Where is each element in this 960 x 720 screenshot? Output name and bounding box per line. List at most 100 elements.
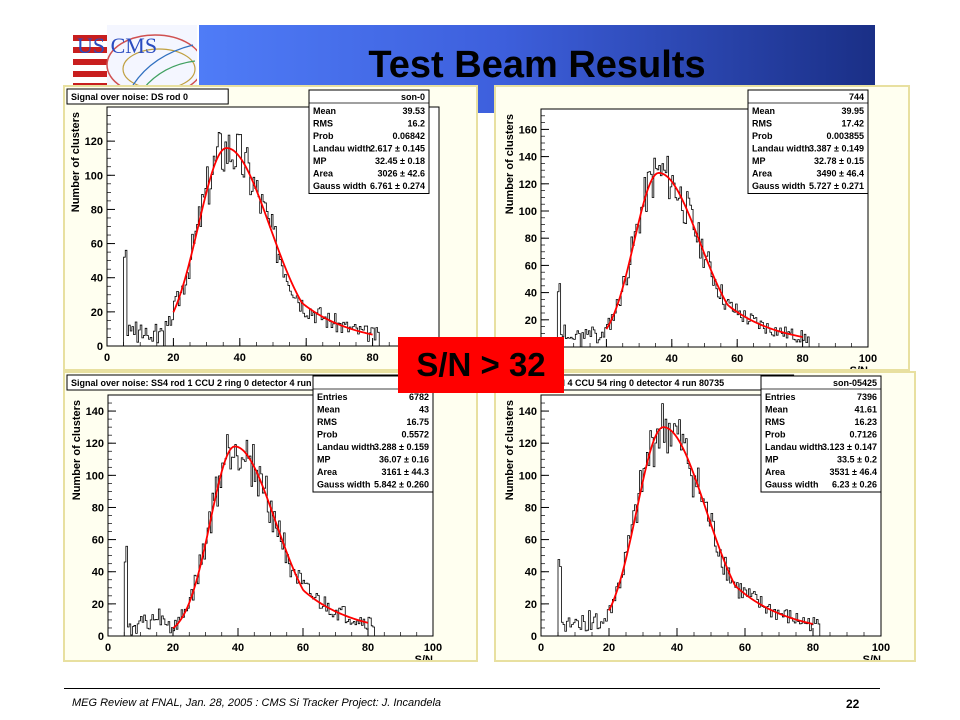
y-tick-label: 60 bbox=[92, 535, 104, 547]
footer-divider bbox=[64, 688, 880, 689]
x-tick-label: 40 bbox=[232, 642, 244, 654]
y-tick-label: 100 bbox=[519, 470, 537, 482]
histogram-line bbox=[556, 155, 810, 348]
stats-key: Mean bbox=[313, 106, 336, 116]
stats-value: 3.387 ± 0.149 bbox=[809, 144, 864, 154]
stats-key: Landau width bbox=[313, 144, 371, 154]
y-tick-label: 160 bbox=[519, 124, 537, 136]
x-tick-label: 60 bbox=[300, 352, 312, 364]
stats-key: Prob bbox=[313, 131, 334, 141]
x-tick-label: 100 bbox=[859, 353, 877, 365]
x-tick-label: 20 bbox=[167, 352, 179, 364]
y-tick-label: 100 bbox=[519, 206, 537, 218]
stats-key: Gauss width bbox=[765, 480, 819, 490]
x-tick-label: 60 bbox=[297, 642, 309, 654]
stats-value: 5.727 ± 0.271 bbox=[809, 181, 864, 191]
stats-value: 3026 ± 42.6 bbox=[378, 169, 425, 179]
stats-value: 6.23 ± 0.26 bbox=[832, 480, 877, 490]
histogram-panel-bottom-left: 0 20 40 60 80 100 120 140 0 20 40 60 80 100 S/N Number … bbox=[63, 371, 478, 662]
histogram-title: Signal over noise: SS4 rod 1 CCU 2 ring … bbox=[71, 378, 339, 388]
x-tick-label: 20 bbox=[603, 642, 615, 654]
stats-value: 6.761 ± 0.274 bbox=[370, 181, 425, 191]
x-tick-label: 0 bbox=[104, 352, 110, 364]
y-tick-label: 60 bbox=[525, 260, 537, 272]
stats-value: 6782 bbox=[409, 392, 429, 402]
uscms-logo-graphic: US CMS bbox=[73, 25, 204, 96]
fit-curve bbox=[608, 426, 814, 625]
histogram-chart-top-right: 020406080100120140160020406080100S/NNumb… bbox=[504, 89, 877, 369]
x-tick-label: 40 bbox=[234, 352, 246, 364]
x-tick-label: 60 bbox=[731, 353, 743, 365]
stats-key: Prob bbox=[317, 430, 338, 440]
stats-key: Mean bbox=[765, 405, 788, 415]
x-tick-label: 20 bbox=[600, 353, 612, 365]
y-tick-label: 140 bbox=[519, 152, 537, 164]
y-tick-label: 120 bbox=[519, 438, 537, 450]
y-tick-label: 100 bbox=[85, 170, 103, 182]
y-tick-label: 40 bbox=[525, 567, 537, 579]
stats-key: MP bbox=[317, 455, 331, 465]
stats-id-label: son-0 bbox=[401, 92, 425, 102]
y-tick-label: 0 bbox=[98, 631, 104, 643]
stats-value: 3531 ± 46.4 bbox=[830, 467, 877, 477]
stats-key: Prob bbox=[752, 131, 773, 141]
stats-box bbox=[308, 89, 430, 194]
stats-value: 17.42 bbox=[841, 119, 864, 129]
y-tick-label: 40 bbox=[91, 273, 103, 285]
y-tick-label: 20 bbox=[525, 599, 537, 611]
y-tick-label: 40 bbox=[525, 288, 537, 300]
x-axis-label: S/N bbox=[415, 654, 433, 660]
stats-key: RMS bbox=[313, 119, 333, 129]
stats-value: 5.842 ± 0.260 bbox=[374, 480, 429, 490]
page-number: 22 bbox=[846, 697, 860, 711]
stats-value: 3490 ± 46.4 bbox=[817, 169, 864, 179]
stats-key: Landau width bbox=[317, 442, 375, 452]
fit-curve bbox=[172, 445, 369, 630]
stats-key: Area bbox=[752, 169, 773, 179]
stats-key: Area bbox=[765, 467, 786, 477]
stats-value: 2.617 ± 0.145 bbox=[370, 144, 425, 154]
y-tick-label: 20 bbox=[92, 599, 104, 611]
y-tick-label: 120 bbox=[85, 136, 103, 148]
stats-value: 3161 ± 44.3 bbox=[382, 467, 429, 477]
stats-value: 7396 bbox=[857, 392, 877, 402]
y-tick-label: 140 bbox=[519, 406, 537, 418]
y-axis-label: Number of clusters bbox=[504, 114, 516, 214]
stats-id-label: 744 bbox=[849, 92, 864, 102]
y-axis-label: Number of clusters bbox=[70, 112, 82, 212]
x-axis-label: S/N bbox=[863, 654, 881, 660]
y-tick-label: 0 bbox=[531, 631, 537, 643]
x-tick-label: 40 bbox=[666, 353, 678, 365]
stats-value: 16.75 bbox=[406, 417, 429, 427]
y-tick-label: 120 bbox=[86, 438, 104, 450]
x-tick-label: 40 bbox=[671, 642, 683, 654]
stats-key: MP bbox=[752, 156, 766, 166]
x-tick-label: 100 bbox=[424, 642, 442, 654]
stats-value: 43 bbox=[419, 405, 429, 415]
x-axis-label: S/N bbox=[850, 365, 868, 369]
y-tick-label: 40 bbox=[92, 567, 104, 579]
y-tick-label: 80 bbox=[91, 204, 103, 216]
stats-key: Landau width bbox=[765, 442, 823, 452]
stats-key: Area bbox=[313, 169, 334, 179]
sn-callout-text: S/N > 32 bbox=[416, 346, 546, 383]
stats-box bbox=[760, 375, 882, 493]
stats-value: 0.003855 bbox=[826, 131, 864, 141]
stats-value: 16.2 bbox=[407, 119, 425, 129]
stats-value: 32.45 ± 0.18 bbox=[375, 156, 425, 166]
histogram-line bbox=[123, 132, 380, 347]
stats-key: Gauss width bbox=[317, 480, 371, 490]
fit-curve bbox=[172, 147, 373, 336]
stats-key: Entries bbox=[765, 392, 796, 402]
stats-key: Prob bbox=[765, 430, 786, 440]
stats-key: Gauss width bbox=[313, 181, 367, 191]
histogram-line bbox=[557, 403, 821, 636]
stats-key: Area bbox=[317, 467, 338, 477]
y-axis-label: Number of clusters bbox=[71, 400, 83, 500]
footer-text: MEG Review at FNAL, Jan. 28, 2005 : CMS … bbox=[72, 697, 442, 709]
histogram-title: Signal over noise: DS rod 0 bbox=[71, 92, 188, 102]
y-tick-label: 120 bbox=[519, 179, 537, 191]
